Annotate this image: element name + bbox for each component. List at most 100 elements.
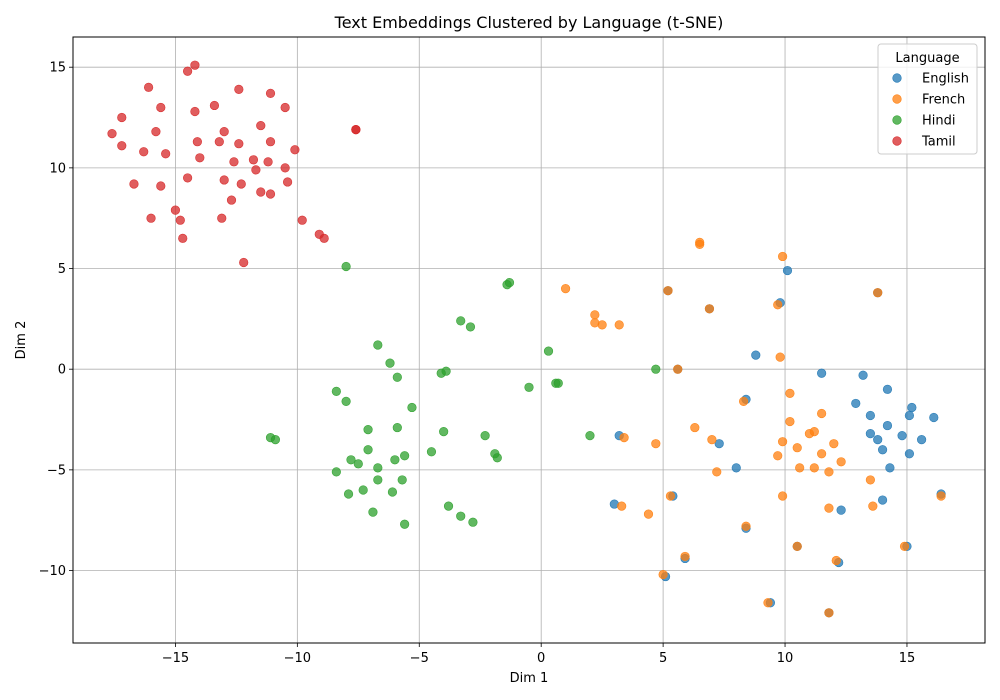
data-point [392,372,402,382]
data-point [265,88,276,98]
data-point [363,424,373,435]
data-point [804,429,815,439]
data-point [170,205,181,215]
data-point [680,551,690,562]
x-tick-label: −15 [162,651,189,666]
data-point [763,598,773,608]
data-point [351,125,361,135]
data-point [248,155,259,165]
data-point [192,137,202,147]
data-point [107,129,117,139]
x-tick-label: 5 [659,651,667,666]
data-point [387,487,398,497]
data-point [897,431,907,441]
data-point [373,475,383,485]
data-point [836,457,846,467]
data-points [107,60,946,618]
data-point [251,165,261,175]
y-tick-label: 0 [58,363,66,378]
data-point [673,364,683,374]
data-point [707,435,717,445]
data-point [916,435,927,445]
data-point [809,463,819,473]
plot-frame [72,36,986,644]
data-point [751,350,761,360]
y-tick-label: −10 [39,564,66,579]
data-point [829,439,839,449]
legend-title: Language [895,51,959,66]
data-point [270,435,280,445]
data-point [236,179,246,189]
legend-marker [892,136,902,146]
data-point [773,300,783,310]
legend-label: French [922,93,965,108]
data-point [156,181,166,191]
data-point [219,127,229,137]
data-point [868,501,878,511]
data-point [590,310,600,320]
x-axis-label: Dim 1 [510,671,549,686]
data-point [704,304,715,314]
data-point [373,463,383,473]
data-point [226,195,237,205]
data-point [331,467,341,477]
data-point [543,346,554,356]
x-tick-label: −10 [284,651,311,666]
data-point [775,352,785,362]
data-point [397,475,407,485]
data-point [643,509,654,519]
data-point [929,412,939,423]
data-point [560,284,571,294]
data-point [439,427,449,437]
series-french [560,237,946,618]
data-point [792,541,802,551]
series-hindi [265,261,661,529]
data-point [773,451,783,461]
data-point [217,213,227,223]
data-point [663,286,673,296]
data-point [465,322,476,332]
y-tick-label: −5 [47,463,66,478]
data-point [873,435,883,445]
data-point [585,431,595,441]
data-point [392,422,402,433]
data-point [795,463,805,473]
data-point [280,102,290,113]
legend-marker [892,115,902,125]
data-point [617,501,627,511]
data-point [785,416,795,427]
data-point [234,84,244,94]
legend: Language English French Hindi Tamil [877,43,978,155]
data-point [129,179,139,189]
chart-title: Text Embeddings Clustered by Language (t… [334,13,724,32]
data-point [426,447,437,457]
data-point [156,102,166,113]
data-point [731,463,741,473]
data-point [865,475,875,485]
data-point [319,233,329,243]
data-point [436,368,446,378]
data-point [824,467,834,477]
grid [73,37,985,643]
data-point [175,215,185,225]
data-point [265,189,276,199]
data-point [877,495,888,505]
data-point [456,511,466,521]
legend-label: Hindi [922,114,956,129]
legend-marker [892,73,902,83]
data-point [785,388,795,398]
data-point [143,82,154,92]
data-point [817,368,827,378]
data-point [195,153,205,163]
data-point [263,157,273,167]
data-point [214,137,224,147]
data-point [792,443,802,453]
data-point [456,316,466,326]
data-point [858,370,868,380]
x-tick-label: −5 [410,651,429,666]
data-point [899,541,910,551]
data-point [183,66,193,76]
data-point [407,402,417,413]
data-point [851,398,861,409]
